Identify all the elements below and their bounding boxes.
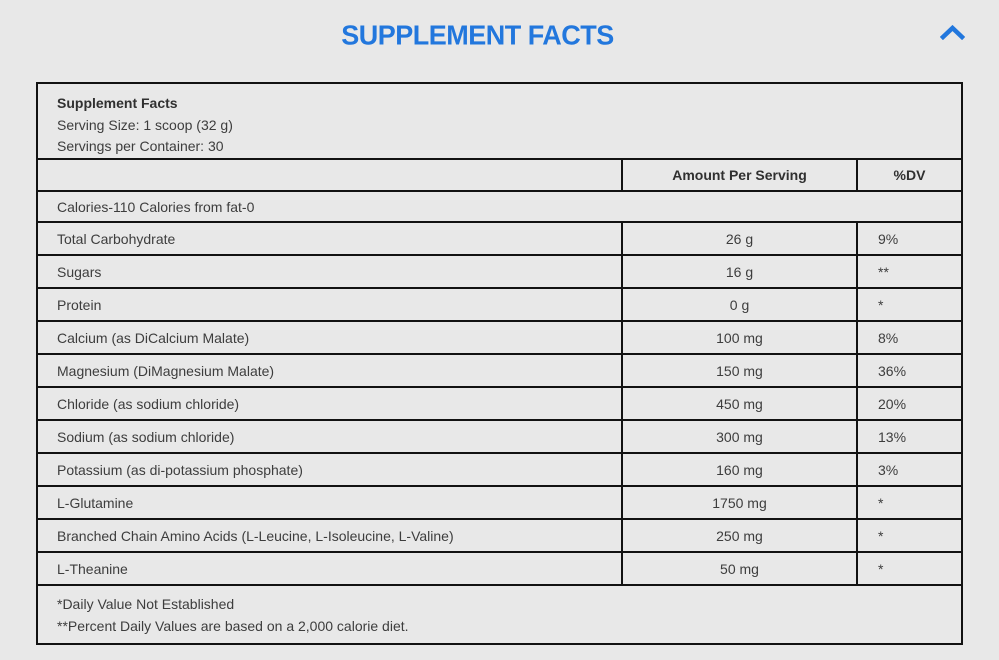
collapse-button[interactable]	[935, 17, 969, 47]
column-header-amount: Amount Per Serving	[621, 160, 858, 190]
nutrient-dv: 36%	[878, 362, 907, 379]
table-row: Chloride (as sodium chloride) 450 mg 20%	[38, 388, 961, 421]
table-row: Magnesium (DiMagnesium Malate) 150 mg 36…	[38, 355, 961, 388]
nutrient-amount: 16 g	[621, 256, 858, 287]
serving-info: Supplement Facts Serving Size: 1 scoop (…	[38, 84, 961, 160]
column-header-nutrient	[38, 160, 621, 190]
nutrient-dv: 20%	[878, 395, 907, 412]
calories-row: Calories-110 Calories from fat-0	[38, 192, 961, 223]
nutrient-name: L-Glutamine	[57, 494, 134, 511]
supplement-facts-table: Supplement Facts Serving Size: 1 scoop (…	[36, 82, 963, 645]
table-row: Sugars 16 g **	[38, 256, 961, 289]
table-row: Potassium (as di-potassium phosphate) 16…	[38, 454, 961, 487]
nutrient-amount: 100 mg	[621, 322, 858, 353]
nutrient-dv: *	[878, 560, 884, 577]
nutrient-name: L-Theanine	[57, 560, 128, 577]
table-row: Calcium (as DiCalcium Malate) 100 mg 8%	[38, 322, 961, 355]
facts-title: Supplement Facts	[57, 95, 178, 111]
nutrient-name: Magnesium (DiMagnesium Malate)	[57, 362, 275, 379]
nutrient-amount: 0 g	[621, 289, 858, 320]
nutrient-dv: *	[878, 527, 884, 544]
nutrient-dv: *	[878, 296, 884, 313]
table-row: Branched Chain Amino Acids (L-Leucine, L…	[38, 520, 961, 553]
supplement-facts-accordion-toggle[interactable]: SUPPLEMENT FACTS	[0, 0, 999, 70]
servings-per-container: Servings per Container: 30	[57, 138, 224, 154]
nutrient-name: Potassium (as di-potassium phosphate)	[57, 461, 303, 478]
table-row: L-Glutamine 1750 mg *	[38, 487, 961, 520]
serving-size: Serving Size: 1 scoop (32 g)	[57, 116, 233, 133]
nutrient-amount: 26 g	[621, 223, 858, 254]
nutrient-name: Total Carbohydrate	[57, 230, 176, 247]
nutrient-amount: 160 mg	[621, 454, 858, 485]
nutrient-dv: **	[878, 263, 889, 280]
nutrient-dv: 8%	[878, 329, 899, 346]
section-title: SUPPLEMENT FACTS	[341, 18, 614, 51]
footnotes: *Daily Value Not Established **Percent D…	[38, 586, 961, 645]
nutrient-name: Sugars	[57, 263, 102, 280]
nutrient-name: Branched Chain Amino Acids (L-Leucine, L…	[57, 527, 454, 544]
nutrient-dv: 13%	[878, 428, 907, 445]
nutrient-name: Sodium (as sodium chloride)	[57, 428, 235, 445]
footnote-daily-value: *Daily Value Not Established	[57, 596, 235, 612]
nutrient-amount: 300 mg	[621, 421, 858, 452]
nutrient-amount: 1750 mg	[621, 487, 858, 518]
table-row: Sodium (as sodium chloride) 300 mg 13%	[38, 421, 961, 454]
table-row: L-Theanine 50 mg *	[38, 553, 961, 586]
nutrient-amount: 50 mg	[621, 553, 858, 584]
chevron-up-icon	[939, 24, 965, 40]
nutrient-amount: 450 mg	[621, 388, 858, 419]
nutrient-name: Calcium (as DiCalcium Malate)	[57, 329, 250, 346]
nutrient-amount: 150 mg	[621, 355, 858, 386]
nutrient-name: Protein	[57, 296, 102, 313]
nutrient-amount: 250 mg	[621, 520, 858, 551]
column-header-dv: %DV	[893, 167, 926, 183]
table-header-row: Amount Per Serving %DV	[38, 160, 961, 192]
table-row: Protein 0 g *	[38, 289, 961, 322]
footnote-percent-dv: **Percent Daily Values are based on a 2,…	[57, 617, 409, 634]
nutrient-dv: *	[878, 494, 884, 511]
nutrient-dv: 3%	[878, 461, 899, 478]
nutrient-name: Chloride (as sodium chloride)	[57, 395, 240, 412]
nutrient-dv: 9%	[878, 230, 899, 247]
table-row: Total Carbohydrate 26 g 9%	[38, 223, 961, 256]
